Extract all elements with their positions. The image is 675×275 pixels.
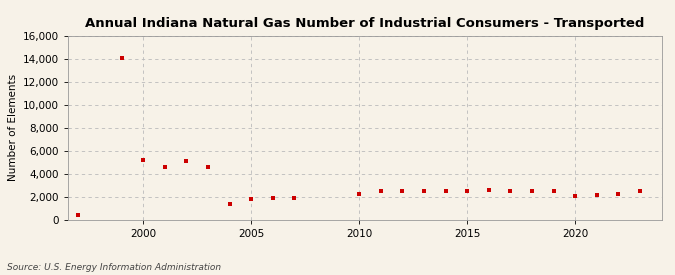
Point bbox=[505, 189, 516, 193]
Point bbox=[289, 196, 300, 200]
Point bbox=[267, 196, 278, 200]
Point bbox=[375, 189, 386, 193]
Point bbox=[246, 197, 256, 202]
Point bbox=[462, 189, 472, 193]
Point bbox=[440, 189, 451, 193]
Point bbox=[591, 192, 602, 197]
Text: Source: U.S. Energy Information Administration: Source: U.S. Energy Information Administ… bbox=[7, 263, 221, 272]
Point bbox=[418, 189, 429, 193]
Point bbox=[138, 158, 148, 162]
Point bbox=[224, 202, 235, 206]
Point bbox=[73, 213, 84, 218]
Y-axis label: Number of Elements: Number of Elements bbox=[8, 74, 18, 182]
Point bbox=[181, 159, 192, 163]
Point bbox=[397, 189, 408, 193]
Point bbox=[526, 189, 537, 193]
Point bbox=[116, 56, 127, 60]
Point bbox=[548, 189, 559, 193]
Point bbox=[354, 191, 364, 196]
Title: Annual Indiana Natural Gas Number of Industrial Consumers - Transported: Annual Indiana Natural Gas Number of Ind… bbox=[85, 17, 644, 31]
Point bbox=[202, 165, 213, 169]
Point bbox=[483, 188, 494, 192]
Point bbox=[570, 194, 580, 198]
Point bbox=[613, 191, 624, 196]
Point bbox=[159, 165, 170, 169]
Point bbox=[634, 189, 645, 193]
